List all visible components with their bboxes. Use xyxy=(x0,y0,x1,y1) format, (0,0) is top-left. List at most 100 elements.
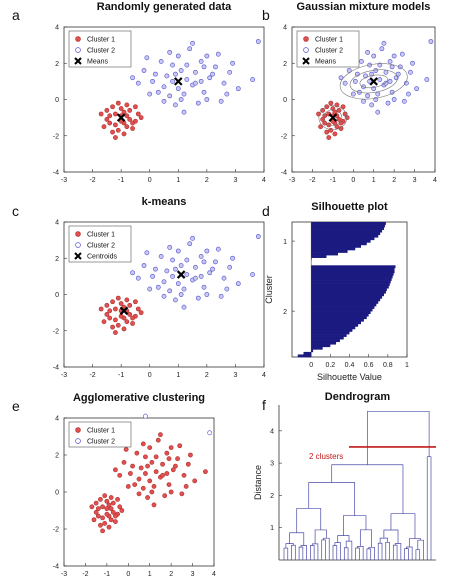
cluster2-point xyxy=(201,64,207,70)
cluster2-point xyxy=(173,266,178,272)
cluster2-point xyxy=(178,68,184,73)
cluster1-point xyxy=(192,478,198,484)
cluster1-point xyxy=(153,469,159,475)
cluster1-point xyxy=(113,513,118,519)
cluster2-point xyxy=(130,75,135,81)
cluster2-point xyxy=(141,68,147,73)
dendrogram-link xyxy=(392,544,398,560)
dendrogram-link xyxy=(343,515,367,536)
gaussian-contour xyxy=(349,69,398,94)
silhouette-bar xyxy=(311,339,340,343)
cluster1-point xyxy=(107,113,113,119)
cluster2-point xyxy=(215,246,221,252)
cluster2-point xyxy=(170,78,175,84)
cluster1-point xyxy=(143,454,148,460)
x-tick-label: 4 xyxy=(262,372,266,379)
cluster1-point xyxy=(149,489,155,495)
x-tick-label: -3 xyxy=(61,372,67,379)
cluster1-point xyxy=(155,437,161,443)
cluster2-point xyxy=(230,255,235,261)
y-tick-label: 0 xyxy=(55,97,59,104)
cluster1-point xyxy=(107,315,113,321)
cluster2-point xyxy=(204,292,210,297)
cluster2-point xyxy=(153,71,158,77)
silhouette-bar xyxy=(311,293,384,297)
dendrogram-link xyxy=(283,547,289,560)
cluster1-point xyxy=(166,482,172,487)
cluster1-point xyxy=(340,104,346,110)
cluster2-point xyxy=(184,77,190,82)
cluster2-point xyxy=(369,102,375,108)
y-tick-label: 2 xyxy=(283,61,287,68)
cluster2-point xyxy=(359,59,364,64)
cluster1-point xyxy=(135,111,141,117)
cluster2-point xyxy=(141,263,147,268)
cluster2-point xyxy=(144,250,150,256)
cluster2-point xyxy=(361,98,366,104)
cluster1-point xyxy=(104,117,110,122)
cluster1-point xyxy=(134,450,140,456)
legend-marker-icon xyxy=(303,36,309,42)
panel-title: Agglomerative clustering xyxy=(73,392,205,404)
panel-label: c xyxy=(12,203,19,219)
cluster2-point xyxy=(201,259,207,265)
x-tick-label: 0 xyxy=(126,571,130,578)
cluster2-point xyxy=(401,98,407,104)
cluster2-point xyxy=(218,293,224,299)
cluster2-point xyxy=(184,62,190,68)
cluster2-point xyxy=(365,93,370,99)
cluster2-point xyxy=(377,77,383,82)
cluster1-point xyxy=(104,312,110,317)
cluster1-point xyxy=(175,456,180,462)
cluster2-point xyxy=(235,281,241,287)
cluster2-point xyxy=(187,241,193,247)
cluster2-point xyxy=(198,59,204,64)
y-tick-label: -4 xyxy=(53,170,59,177)
silhouette-bar xyxy=(311,247,356,251)
cluster1-point xyxy=(320,107,326,113)
x-tick-label: -2 xyxy=(82,571,88,578)
cluster2-point xyxy=(210,71,215,77)
cluster2-point xyxy=(193,264,198,270)
panel-title: Gaussian mixture models xyxy=(297,1,431,13)
cluster2-point xyxy=(198,254,204,259)
cluster1-point xyxy=(115,100,121,106)
silhouette-bar xyxy=(311,270,395,274)
silhouette-bar xyxy=(311,303,377,307)
x-tick-label: 1 xyxy=(405,362,409,369)
cluster1-point xyxy=(124,102,130,108)
cluster2-point xyxy=(350,91,356,97)
dendrogram-link xyxy=(300,545,307,560)
cluster2-point xyxy=(195,100,201,106)
cluster2-point xyxy=(170,273,175,279)
dendrogram-link xyxy=(332,545,338,560)
cluster1-point xyxy=(98,522,103,528)
x-tick-label: 4 xyxy=(212,571,216,578)
dendrogram-link xyxy=(321,539,326,560)
dendrogram-link xyxy=(345,540,353,560)
cluster2-point xyxy=(181,91,187,97)
cluster2-point xyxy=(213,259,218,265)
dendrogram-root-link xyxy=(366,411,430,465)
silhouette-bar xyxy=(311,232,381,236)
gaussian-contour xyxy=(323,109,343,126)
cluster1-point xyxy=(93,509,99,515)
panel-label: f xyxy=(262,397,266,413)
dendrogram-link xyxy=(394,543,402,560)
dendrogram-link xyxy=(314,529,327,544)
cluster2-point xyxy=(250,77,255,82)
silhouette-bar xyxy=(311,283,390,286)
silhouette-bar xyxy=(311,265,396,269)
cluster2-point xyxy=(193,69,198,75)
legend-entry: Cluster 2 xyxy=(315,48,343,55)
silhouette-bar xyxy=(311,298,381,302)
cluster1-point xyxy=(127,117,133,122)
cluster2-point xyxy=(381,40,387,46)
cluster2-point xyxy=(367,78,373,84)
cluster2-point xyxy=(221,80,227,86)
cluster1-point xyxy=(203,469,208,475)
mean-marker xyxy=(328,113,338,122)
mean-marker xyxy=(174,77,183,86)
y-tick-label: 3 xyxy=(270,461,274,468)
cluster2-point xyxy=(190,40,195,46)
